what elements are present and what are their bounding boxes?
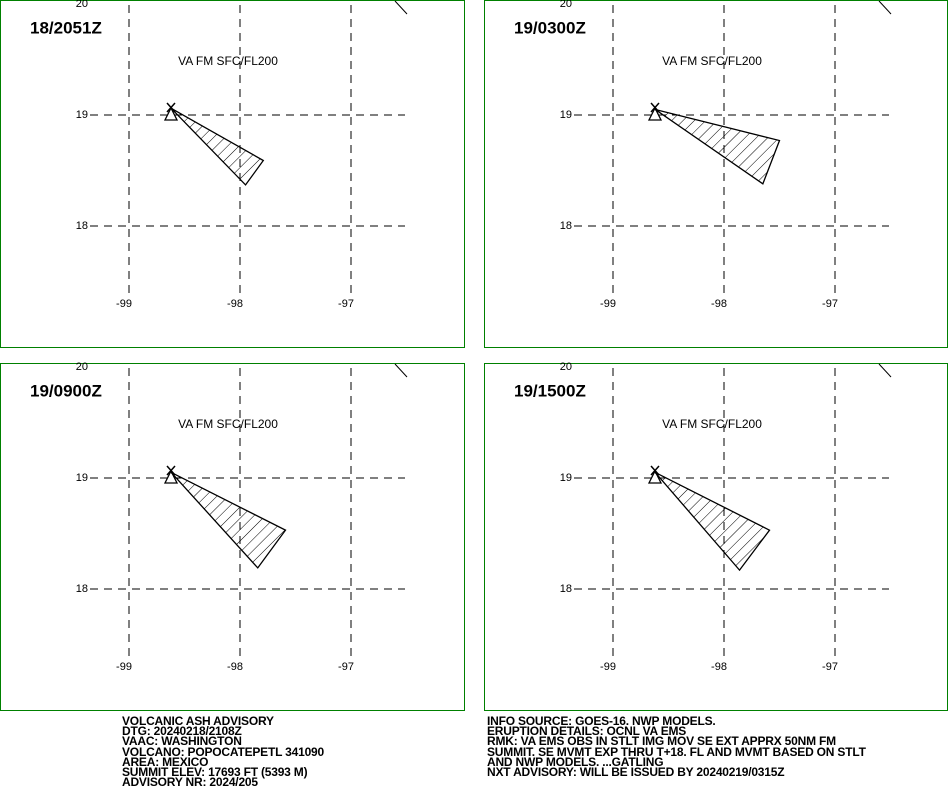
lon-label: -98 [227, 298, 243, 310]
footer-line: VOLCANIC ASH ADVISORY [122, 714, 274, 728]
map-panel: -99 -98 -97 18 19 20 19/0900Z VA FM SFC/FL200 [0, 361, 465, 711]
lon-label: -97 [338, 298, 354, 310]
lon-label: -99 [600, 661, 616, 673]
lon-label: -98 [227, 661, 243, 673]
lat-label: 20 [76, 361, 88, 373]
ash-cloud [654, 471, 771, 572]
volcano-marker [647, 469, 663, 484]
lon-label: -99 [116, 661, 132, 673]
lat-label: 20 [560, 0, 572, 10]
panel-time: 19/0300Z [514, 18, 586, 37]
lon-label: -99 [116, 298, 132, 310]
map-panel: -99 -98 -97 18 19 20 18/2051Z VA FM SFC/FL200 [0, 0, 465, 348]
volcano-marker [163, 106, 179, 121]
footer-right: INFO SOURCE: GOES-16. NWP MODELS. ERUPTIO… [487, 714, 866, 780]
volcano-marker [163, 469, 179, 484]
lat-label: 18 [560, 583, 572, 595]
vent-marker [166, 465, 176, 476]
panel-border [484, 363, 948, 711]
ash-cloud [170, 471, 287, 569]
footer-line: INFO SOURCE: GOES-16. NWP MODELS. [487, 714, 716, 728]
ash-cloud [170, 107, 265, 186]
lat-label: 19 [560, 109, 572, 121]
lat-label: 18 [560, 220, 572, 232]
lat-label: 20 [560, 361, 572, 373]
footer-line: SUMMIT ELEV: 17693 FT (5393 M) [122, 765, 308, 780]
footer-line: ADVISORY NR: 2024/205 [122, 775, 258, 790]
lon-label: -97 [822, 298, 838, 310]
map-panel: -99 -98 -97 18 19 20 19/0300Z VA FM SFC/FL200 [484, 0, 948, 348]
panel-time: 19/1500Z [514, 381, 586, 400]
vent-marker [650, 102, 660, 113]
lat-label: 19 [560, 472, 572, 484]
lat-label: 20 [76, 0, 88, 10]
panel-border [0, 0, 465, 348]
footer-left: VOLCANIC ASH ADVISORY DTG: 20240218/2108Z… [122, 714, 325, 790]
footer-line: VAAC: WASHINGTON [122, 734, 242, 749]
map-panel: -99 -98 -97 18 19 20 19/1500Z VA FM SFC/FL200 [484, 361, 948, 711]
footer-line: AREA: MEXICO [122, 754, 209, 769]
panel-level: VA FM SFC/FL200 [178, 54, 278, 68]
north-mark [394, 0, 408, 15]
lat-label: 19 [76, 472, 88, 484]
north-mark [878, 363, 892, 378]
lon-label: -98 [711, 661, 727, 673]
panel-time: 18/2051Z [30, 18, 102, 37]
ash-cloud [654, 108, 781, 185]
lon-label: -99 [600, 298, 616, 310]
north-mark [394, 363, 408, 378]
lat-label: 18 [76, 583, 88, 595]
panel-level: VA FM SFC/FL200 [178, 417, 278, 431]
footer-line: SUMMIT. SE MVMT EXP THRU T+18. FL AND MV… [487, 744, 866, 759]
lat-label: 19 [76, 109, 88, 121]
footer-line: DTG: 20240218/2108Z [122, 724, 242, 739]
panel-border [0, 363, 465, 711]
north-mark [878, 0, 892, 15]
footer-line: NXT ADVISORY: WILL BE ISSUED BY 20240219… [487, 765, 785, 780]
lat-label: 18 [76, 220, 88, 232]
lon-label: -97 [338, 661, 354, 673]
lon-label: -98 [711, 298, 727, 310]
lon-label: -97 [822, 661, 838, 673]
footer-line: VOLCANO: POPOCATEPETL 341090 [122, 744, 325, 759]
panel-border [484, 0, 948, 348]
footer-line: ERUPTION DETAILS: OCNL VA EMS [487, 724, 687, 739]
footer-line: AND NWP MODELS. ...GATLING [487, 754, 664, 769]
vent-marker [650, 465, 660, 476]
volcano-marker [647, 106, 663, 121]
panel-time: 19/0900Z [30, 381, 102, 400]
vent-marker [166, 102, 176, 113]
footer-line: RMK: VA EMS OBS IN STLT IMG MOV SE EXT A… [487, 734, 836, 749]
panel-level: VA FM SFC/FL200 [662, 54, 762, 68]
panel-level: VA FM SFC/FL200 [662, 417, 762, 431]
